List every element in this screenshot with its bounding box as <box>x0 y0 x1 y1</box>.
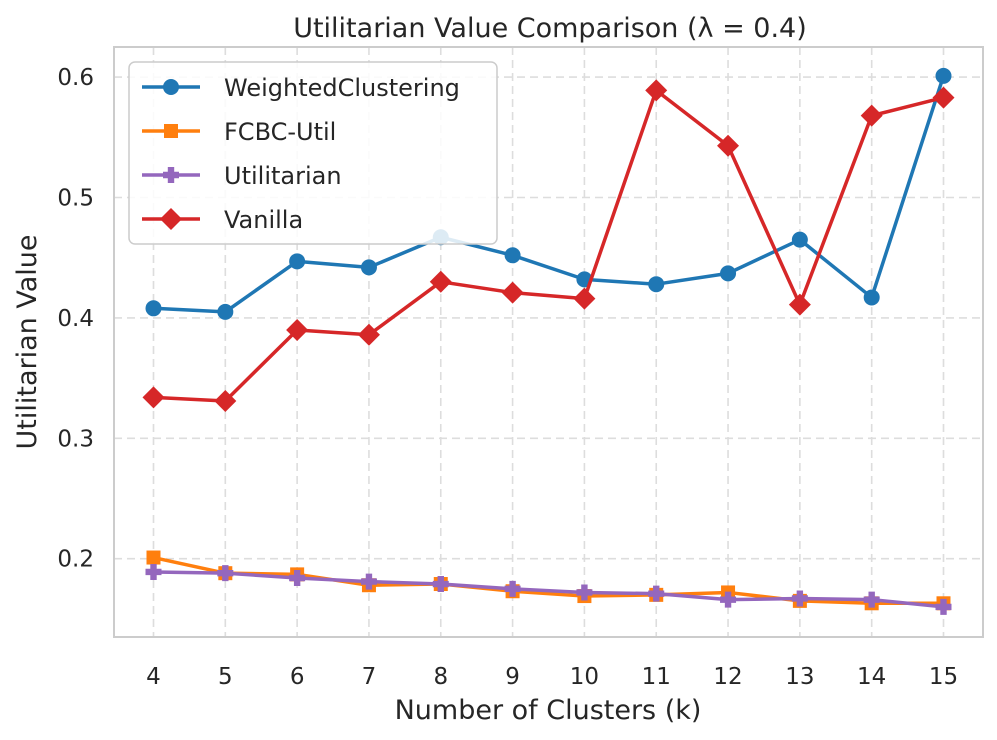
series-line <box>153 570 944 609</box>
series-line <box>153 75 946 314</box>
data-point <box>145 563 162 580</box>
data-point <box>289 570 306 586</box>
data-point <box>720 591 737 608</box>
data-point <box>501 281 524 304</box>
legend-marker <box>163 167 179 183</box>
data-point <box>146 550 161 565</box>
legend-label: Utilitarian <box>224 162 342 190</box>
legend-marker <box>160 208 182 230</box>
x-axis-label: Number of Clusters (k) <box>395 695 702 726</box>
data-point <box>720 265 737 282</box>
x-tick-label: 5 <box>218 664 233 690</box>
data-point <box>791 590 808 607</box>
data-point <box>357 323 380 346</box>
x-tick-label: 12 <box>713 664 742 690</box>
data-point <box>788 293 811 316</box>
x-tick-label: 8 <box>433 664 448 690</box>
data-point <box>286 318 309 341</box>
x-tick-label: 9 <box>505 664 520 690</box>
data-point <box>214 390 237 412</box>
x-tick-label: 7 <box>362 664 377 690</box>
data-point <box>217 565 234 582</box>
data-point <box>648 585 665 602</box>
data-point <box>429 270 452 293</box>
y-axis-label: Utilitarian Value <box>12 235 43 450</box>
series-line <box>153 88 944 403</box>
x-tick-label: 15 <box>929 664 958 690</box>
legend-marker <box>164 124 178 138</box>
data-point <box>504 247 521 264</box>
series-weightedclustering <box>145 67 952 320</box>
data-point <box>791 231 808 248</box>
data-point <box>935 67 952 84</box>
series-utilitarian <box>145 563 952 615</box>
legend-item: Vanilla <box>142 206 303 234</box>
y-tick-label: 0.5 <box>57 186 94 212</box>
legend-box <box>128 61 498 245</box>
data-point <box>432 576 449 593</box>
series-layer <box>142 67 955 615</box>
data-point <box>860 104 883 127</box>
x-tick-label: 4 <box>146 664 161 690</box>
data-point <box>863 289 880 306</box>
data-point <box>863 591 880 608</box>
data-point <box>289 253 306 270</box>
data-point <box>932 86 955 109</box>
legend-item: FCBC-Util <box>142 118 336 146</box>
x-tick-label: 10 <box>570 664 599 690</box>
data-point <box>504 580 521 597</box>
data-point <box>717 134 740 157</box>
y-tick-label: 0.2 <box>57 547 94 573</box>
y-axis-ticks: 0.2 0.3 0.4 0.5 0.6 <box>57 65 94 573</box>
x-tick-label: 14 <box>857 664 886 690</box>
chart-title: Utilitarian Value Comparison (λ = 0.4) <box>293 13 807 44</box>
legend-item: WeightedClustering <box>142 74 460 102</box>
data-point <box>645 79 668 102</box>
legend: WeightedClustering FCBC-Util Utilitarian Va… <box>128 61 498 245</box>
y-tick-label: 0.3 <box>57 426 94 452</box>
y-tick-label: 0.6 <box>57 65 94 91</box>
legend-label: Vanilla <box>224 206 303 234</box>
data-point <box>142 386 165 409</box>
data-point <box>145 300 162 317</box>
series-line <box>153 555 944 606</box>
legend-label: WeightedClustering <box>224 74 460 102</box>
data-point <box>648 276 665 293</box>
data-point <box>360 573 377 590</box>
x-tick-label: 6 <box>290 664 305 690</box>
data-point <box>217 303 234 320</box>
legend-label: FCBC-Util <box>224 118 336 146</box>
x-axis-ticks: 4 5 6 7 8 9 10 11 12 13 14 15 <box>146 664 958 690</box>
data-point <box>573 287 596 310</box>
x-tick-label: 13 <box>785 664 814 690</box>
data-point <box>935 598 952 615</box>
x-tick-label: 11 <box>642 664 671 690</box>
series-vanilla <box>142 79 955 412</box>
legend-item: Utilitarian <box>142 162 342 190</box>
legend-marker <box>163 79 179 95</box>
data-point <box>576 584 593 601</box>
plot-frame <box>113 46 984 638</box>
data-point <box>360 259 377 276</box>
y-tick-label: 0.4 <box>57 306 94 332</box>
